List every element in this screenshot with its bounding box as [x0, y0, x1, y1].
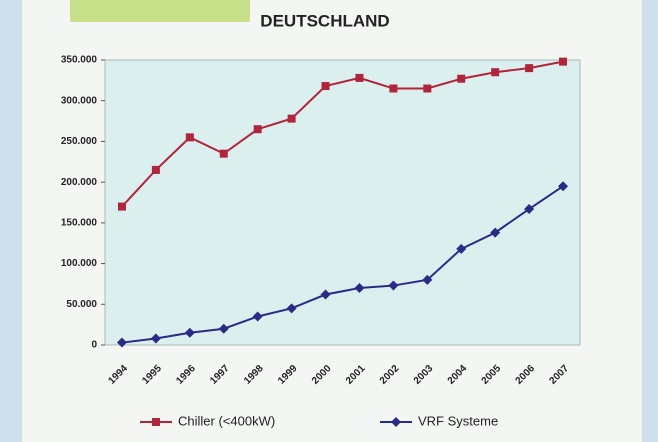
marker [118, 203, 126, 211]
marker [152, 418, 160, 426]
y-tick-label: 300.000 [61, 95, 98, 106]
marker [152, 166, 160, 174]
y-tick-label: 200.000 [61, 177, 98, 188]
marker [389, 85, 397, 93]
chart: DEUTSCHLAND 0 50.000 100.000 150.000 200.000… [0, 0, 658, 442]
marker [559, 58, 567, 66]
legend-label: VRF Systeme [418, 413, 498, 428]
marker [186, 133, 194, 141]
legend-label: Chiller (<400kW) [178, 413, 275, 428]
marker [457, 75, 465, 83]
slide-accent [70, 0, 250, 22]
y-tick-label: 0 [91, 340, 97, 351]
marker [322, 82, 330, 90]
marker [423, 85, 431, 93]
marker [491, 68, 499, 76]
y-tick-label: 150.000 [61, 217, 98, 228]
chart-title: DEUTSCHLAND [260, 11, 389, 30]
marker [254, 125, 262, 133]
y-tick-label: 250.000 [61, 136, 98, 147]
y-tick-label: 50.000 [66, 299, 97, 310]
marker [220, 150, 228, 158]
marker [525, 64, 533, 72]
marker [355, 74, 363, 82]
marker [288, 115, 296, 123]
plot-area [105, 60, 580, 345]
y-tick-label: 100.000 [61, 258, 98, 269]
y-tick-label: 350.000 [61, 55, 98, 66]
